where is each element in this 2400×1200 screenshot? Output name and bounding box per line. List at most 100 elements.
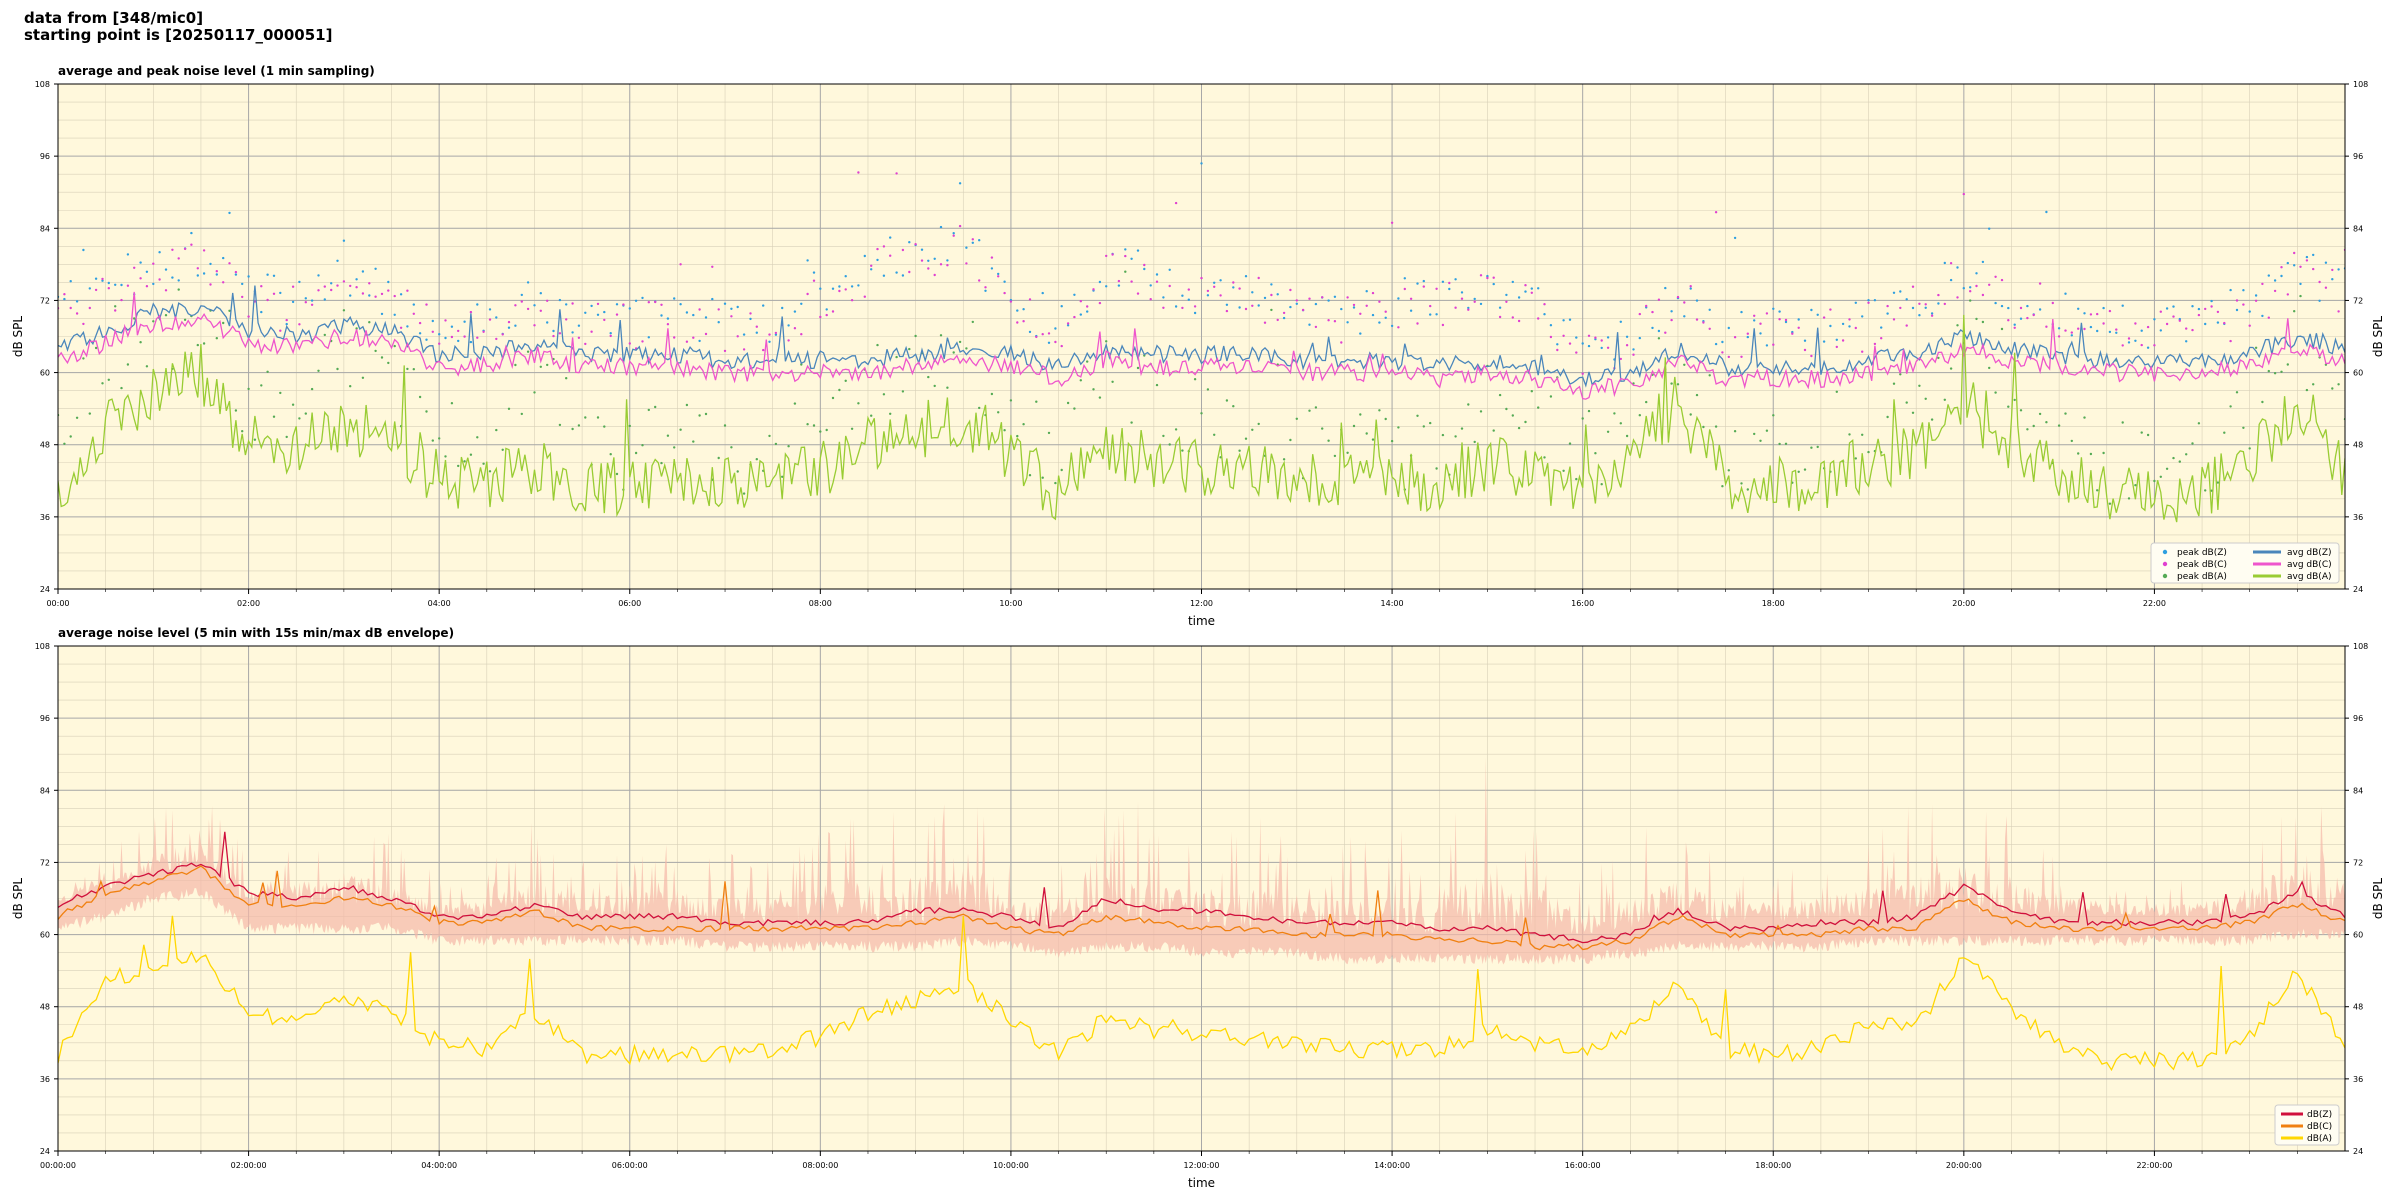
peak-point <box>2140 329 2143 332</box>
peak-point <box>2204 489 2207 492</box>
peak-point <box>2000 304 2004 308</box>
peak-point <box>1295 302 1299 305</box>
peak-point <box>2146 346 2150 349</box>
peak-point <box>2127 341 2131 344</box>
peak-point <box>1854 326 1858 330</box>
peak-point <box>742 348 746 351</box>
peak-point <box>1009 300 1013 303</box>
peak-point <box>1022 423 1025 426</box>
peak-point <box>2134 322 2137 325</box>
peak-point <box>114 305 117 308</box>
peak-point <box>723 349 727 353</box>
peak-point <box>1594 452 1597 455</box>
peak-point <box>609 453 612 456</box>
peak-point <box>139 341 142 344</box>
peak-point <box>1390 324 1394 328</box>
peak-point <box>1435 467 1438 470</box>
peak-point <box>723 302 727 305</box>
peak-point <box>418 321 422 325</box>
peak-point <box>158 278 161 281</box>
peak-point <box>1003 429 1006 432</box>
peak-point <box>1473 300 1476 303</box>
peak-point <box>120 298 123 302</box>
peak-point <box>202 272 206 275</box>
peak-point <box>1441 280 1445 283</box>
peak-point <box>241 295 244 299</box>
peak-point <box>946 264 949 267</box>
peak-point <box>1257 304 1260 307</box>
peak-point <box>577 424 581 427</box>
peak-point <box>2089 452 2093 456</box>
peak-point <box>266 273 269 276</box>
peak-point <box>145 365 149 368</box>
peak-point <box>1371 291 1375 295</box>
peak-point <box>1244 275 1248 278</box>
peak-point <box>2064 329 2067 332</box>
peak-point <box>844 379 847 382</box>
peak-point <box>1181 449 1184 452</box>
peak-point <box>2299 294 2302 298</box>
peak-point <box>463 335 466 338</box>
peak-point <box>1213 433 1216 436</box>
peak-point <box>1371 438 1375 441</box>
peak-point <box>1073 293 1076 296</box>
peak-point <box>1511 414 1515 417</box>
peak-point <box>304 412 307 415</box>
peak-point <box>1645 304 1648 308</box>
peak-point <box>2032 424 2035 428</box>
peak-point <box>133 266 136 269</box>
plot-area <box>58 162 2345 523</box>
peak-point <box>1054 327 1057 330</box>
peak-point <box>412 368 415 371</box>
peak-point <box>215 270 218 273</box>
peak-point <box>488 318 492 321</box>
peak-point <box>2019 306 2023 310</box>
peak-point <box>1206 388 1210 391</box>
peak-point <box>927 259 930 262</box>
peak-point <box>215 337 218 340</box>
peak-point <box>1708 327 1711 330</box>
peak-point <box>317 369 320 372</box>
peak-point <box>704 332 708 336</box>
peak-point <box>698 339 701 343</box>
peak-point <box>2159 310 2162 313</box>
peak-point <box>2159 329 2162 332</box>
peak-point <box>2216 321 2220 324</box>
peak-point <box>158 251 161 254</box>
peak-point <box>1244 307 1248 311</box>
peak-point <box>1505 293 1508 297</box>
peak-point <box>1409 297 1413 300</box>
peak-point <box>2140 431 2143 434</box>
peak-point <box>1213 285 1216 288</box>
peak-point <box>1454 435 1457 438</box>
peak-point <box>2254 346 2258 349</box>
peak-point <box>1524 284 1527 287</box>
peak-point <box>222 256 225 260</box>
peak-point <box>107 378 111 381</box>
peak-point <box>1791 332 1794 335</box>
peak-point <box>406 367 409 371</box>
peak-point <box>69 435 72 438</box>
peak-point <box>1187 288 1191 291</box>
peak-point <box>634 299 638 302</box>
peak-point <box>634 451 638 455</box>
peak-point <box>431 319 434 323</box>
peak-point <box>889 236 892 239</box>
peak-point <box>1295 299 1299 302</box>
peak-point <box>2185 340 2188 343</box>
legend-label: peak dB(C) <box>2177 560 2227 570</box>
peak-point <box>349 284 352 288</box>
peak-point <box>1587 334 1591 337</box>
peak-point <box>730 446 733 449</box>
peak-point <box>1632 348 1635 351</box>
peak-point <box>2312 383 2315 386</box>
x-tick-label: 02:00:00 <box>231 1161 267 1170</box>
peak-point <box>418 395 422 399</box>
peak-point <box>1606 346 1610 349</box>
peak-point <box>1975 272 1978 275</box>
peak-point <box>1429 421 1432 425</box>
peak-point <box>1492 429 1495 432</box>
peak-point <box>2331 387 2334 390</box>
peak-point <box>1365 290 1368 293</box>
peak-point <box>1206 294 1210 297</box>
